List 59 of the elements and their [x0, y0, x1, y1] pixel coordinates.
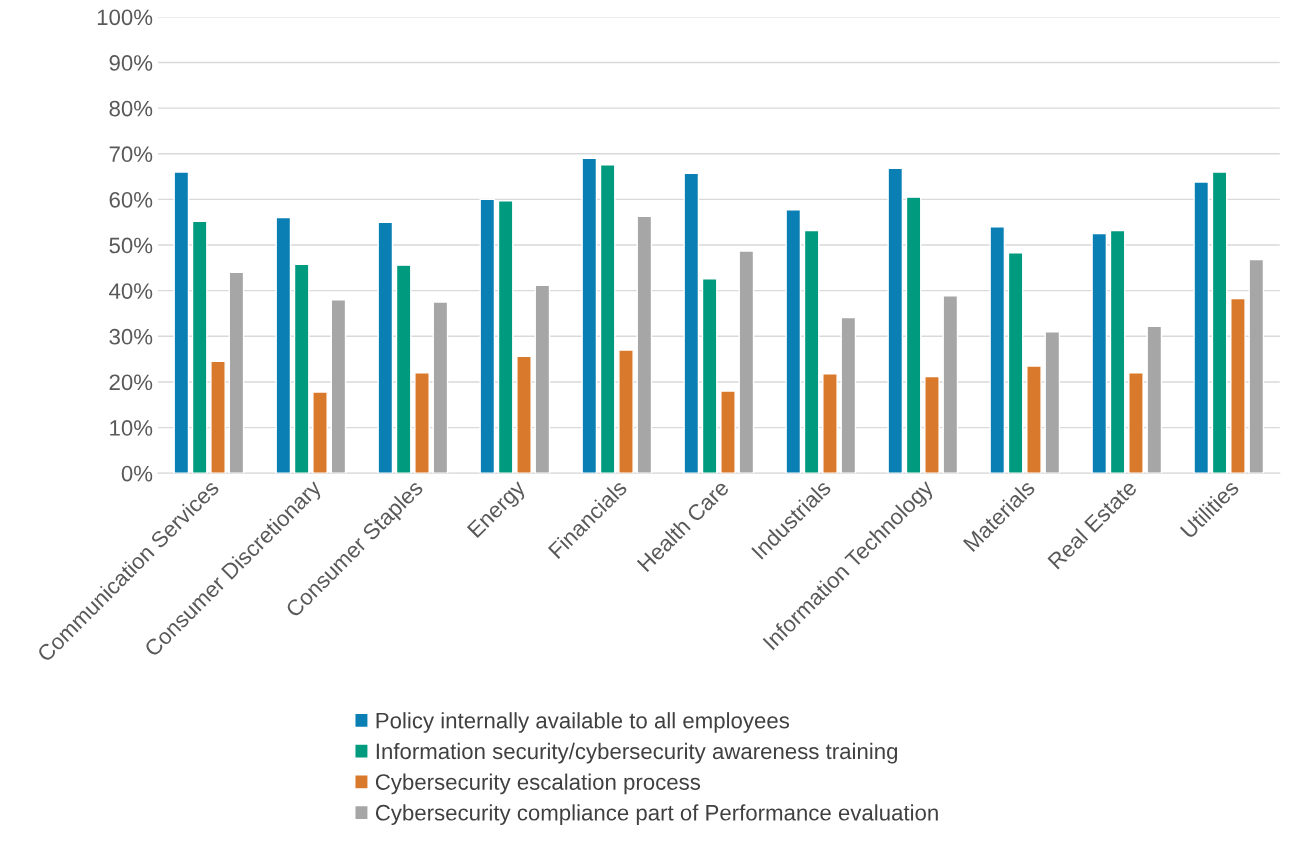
bar [887, 167, 904, 474]
bar [1248, 258, 1265, 474]
bar [330, 299, 347, 474]
bar [581, 157, 598, 474]
legend-label: Cybersecurity escalation process [375, 773, 701, 795]
y-tick-label: 0% [121, 465, 153, 482]
bar [942, 295, 959, 474]
bar [516, 355, 532, 474]
y-tick-label: 70% [109, 146, 153, 163]
bar [479, 198, 496, 474]
bar [989, 226, 1006, 474]
y-tick-label: 90% [109, 55, 153, 71]
bar [785, 209, 802, 474]
bar [1091, 232, 1108, 474]
bar [210, 360, 226, 474]
y-tick-label: 40% [109, 283, 153, 299]
bar [1007, 252, 1024, 474]
bar [497, 200, 514, 474]
bar [683, 172, 700, 474]
bar [924, 375, 940, 474]
legend-label: Cybersecurity compliance part of Performance evaluation [375, 804, 938, 825]
bar [293, 263, 310, 474]
bar [738, 250, 755, 474]
bar [905, 196, 922, 474]
y-tick-label: 60% [109, 191, 153, 208]
bar [599, 164, 616, 474]
bar [1026, 365, 1042, 474]
y-tick-label: 20% [109, 374, 153, 391]
bar [1146, 325, 1163, 474]
bar [822, 373, 838, 474]
legend-label: Information security/cybersecurity awareness training [376, 742, 898, 764]
y-tick-label: 10% [110, 420, 153, 436]
bar [377, 221, 394, 474]
bar [534, 284, 551, 474]
bar [1044, 331, 1061, 474]
bar [636, 215, 653, 474]
bar [173, 171, 190, 474]
bar [432, 301, 449, 474]
bar [228, 271, 245, 474]
bar [395, 264, 412, 474]
y-tick-label: 30% [109, 328, 153, 345]
legend-label: Policy internally available to all employees [376, 712, 790, 733]
bar [312, 391, 328, 474]
bar [191, 220, 208, 474]
bar [840, 316, 857, 474]
bar [1193, 181, 1210, 474]
y-tick-label: 100% [97, 9, 153, 26]
bar [1128, 372, 1144, 474]
bar [803, 229, 820, 474]
bar [720, 390, 736, 474]
bar [1211, 171, 1228, 474]
y-tick-label: 80% [109, 100, 153, 117]
bar [275, 216, 292, 474]
bar [414, 372, 430, 474]
bar [618, 349, 634, 474]
y-tick-label: 50% [109, 237, 153, 254]
bar [1230, 297, 1246, 474]
bar [1109, 229, 1126, 474]
bar [701, 278, 718, 474]
